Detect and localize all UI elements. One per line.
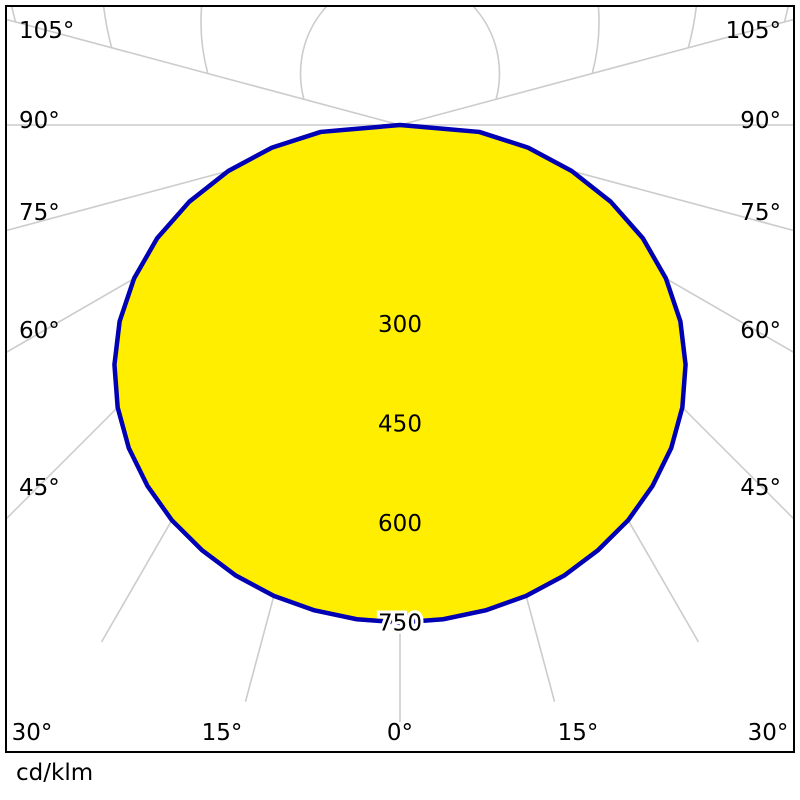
angle-label-right-0: 105° xyxy=(726,18,781,44)
grid-ring-600 xyxy=(11,7,789,23)
radial-tick-label-300: 300 xyxy=(378,312,422,338)
angle-label-bottom-1: 15° xyxy=(202,720,243,746)
angle-label-bottom-2: 0° xyxy=(387,720,413,746)
angle-label-right-4: 45° xyxy=(740,475,781,501)
angle-label-left-4: 45° xyxy=(19,475,60,501)
angle-label-left-3: 60° xyxy=(19,318,60,344)
angle-label-left-2: 75° xyxy=(19,200,60,226)
radial-tick-label-750: 750 xyxy=(378,610,422,636)
angle-label-bottom-3: 15° xyxy=(558,720,599,746)
polar-chart-svg: 300 450 600 750 105° 90° 75° 60° 45° 105° 90° 75° 60… xyxy=(7,7,793,746)
angle-label-right-1: 90° xyxy=(740,108,781,134)
angle-label-left-0: 105° xyxy=(19,18,74,44)
radial-tick-label-600: 600 xyxy=(378,511,422,537)
angle-label-right-2: 75° xyxy=(740,200,781,226)
distribution-curve xyxy=(112,122,688,625)
angle-label-right-3: 60° xyxy=(740,318,781,344)
angle-label-bottom-4: 30° xyxy=(748,720,789,746)
grid-ring-450 xyxy=(102,7,698,48)
unit-label: cd/klm xyxy=(16,760,94,786)
grid-ring-150 xyxy=(299,7,501,100)
distribution-fill xyxy=(114,125,686,623)
radial-tick-label-450: 450 xyxy=(378,411,422,437)
angle-label-left-1: 90° xyxy=(19,108,60,134)
plot-frame: 300 450 600 750 105° 90° 75° 60° 45° 105° 90° 75° 60… xyxy=(5,5,795,753)
grid-ring-300 xyxy=(200,7,600,74)
angle-label-bottom-0: 30° xyxy=(12,720,53,746)
